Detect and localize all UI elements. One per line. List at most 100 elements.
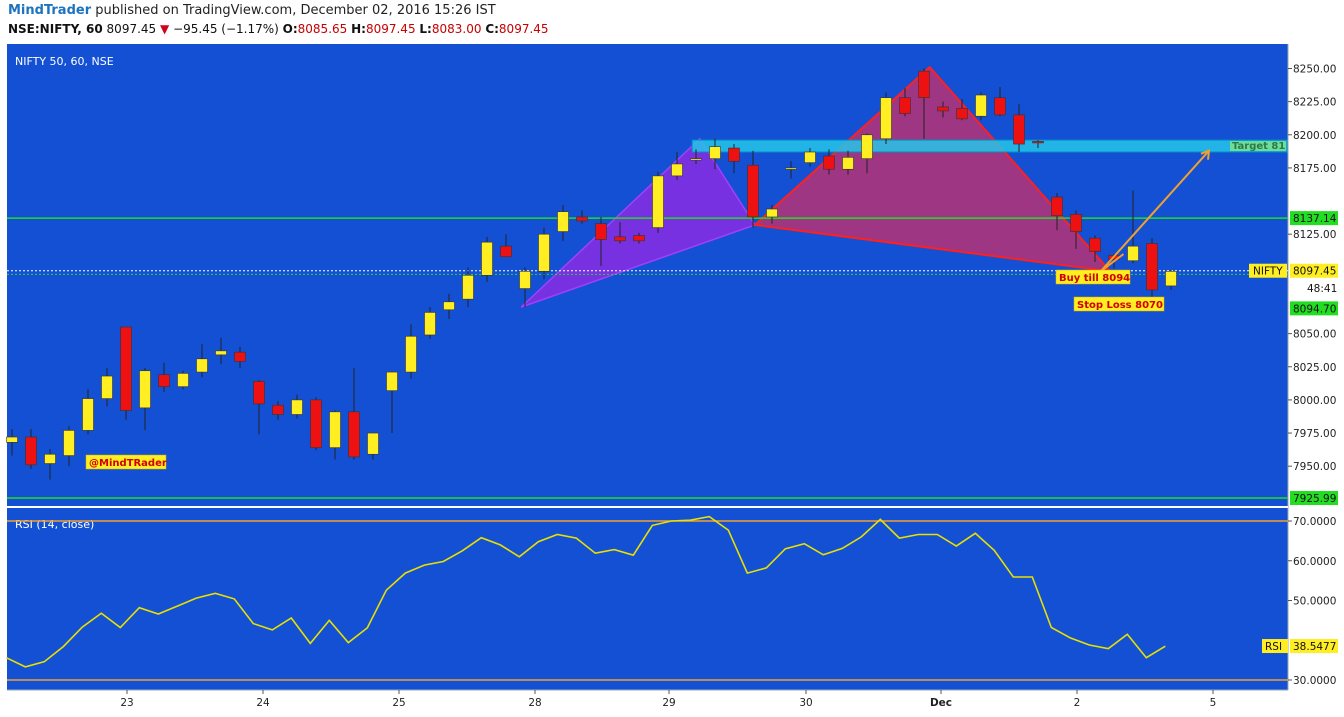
time-tick-label: 5 (1210, 697, 1217, 709)
last-price: 8097.45 (106, 22, 157, 36)
level-label-lower-bg (1290, 491, 1338, 506)
stop-loss-annotation-bg (1073, 296, 1165, 312)
candle-body (519, 271, 531, 289)
candle-body (766, 208, 778, 218)
candle-body (633, 235, 645, 242)
target-arrow-head (1200, 149, 1211, 160)
stop-loss-annotation: Stop Loss 8070 (1077, 300, 1163, 311)
candle-up (1127, 190, 1139, 264)
level-label-lower: 7925.99 (1293, 493, 1336, 505)
candle-body (348, 411, 360, 458)
candle-down (614, 222, 626, 244)
low-label: L: (419, 22, 432, 36)
candle-body (538, 233, 550, 272)
candle-down (899, 88, 911, 117)
candle-body (823, 155, 835, 170)
candle-body (842, 157, 854, 170)
author-link[interactable]: MindTrader (8, 3, 92, 18)
countdown-label-bg (1304, 281, 1344, 295)
candle-down (823, 149, 835, 175)
candle-up (329, 410, 341, 460)
rsi-pane-bg (7, 508, 1288, 690)
candle-up (177, 370, 189, 390)
candle-body (728, 147, 740, 162)
candle-body (101, 375, 113, 399)
candle-down (918, 68, 930, 139)
candle-body (899, 97, 911, 114)
rsi-tag-bg (1262, 639, 1288, 654)
price-tick-label: 8175.00 (1293, 163, 1336, 175)
candle-up (63, 426, 75, 467)
target-arrow (1099, 150, 1210, 272)
candle-down (234, 346, 246, 369)
candle-body (1165, 271, 1177, 287)
close-value: 8097.45 (498, 22, 549, 36)
candle-body (1051, 196, 1063, 216)
rsi-title: RSI (14, close) (15, 518, 94, 531)
candle-down (120, 326, 132, 420)
time-tick-label: 30 (799, 697, 812, 709)
symbol-tag: NIFTY (1253, 266, 1283, 278)
candle-body (500, 245, 512, 258)
buy-annotation: Buy till 8094 (1059, 273, 1130, 284)
candle-body (329, 411, 341, 448)
buy-annotation-bg (1055, 269, 1131, 285)
price-tick-label: 8200.00 (1293, 130, 1336, 142)
candle-down (1146, 238, 1158, 305)
candle-body (1070, 214, 1082, 232)
chart-header: MindTrader published on TradingView.com,… (0, 0, 1344, 44)
time-axis-bg (0, 690, 1344, 717)
candle-down (500, 234, 512, 258)
candle-body (1089, 237, 1101, 252)
rsi-tag: RSI (1265, 641, 1282, 653)
candle-body (120, 326, 132, 411)
candle-body (975, 94, 987, 117)
time-tick-label: 24 (256, 697, 270, 709)
projection-arrows (1099, 149, 1211, 273)
candle-up (804, 148, 816, 167)
time-tick-label: 29 (662, 697, 675, 709)
candle-body (785, 167, 797, 170)
candle-down (937, 101, 949, 118)
open-label: O: (282, 22, 298, 36)
price-tick-label: 8050.00 (1293, 329, 1336, 341)
rsi-tick-label: 50.0000 (1293, 596, 1336, 608)
candle-body (386, 371, 398, 391)
candle-body (63, 430, 75, 456)
candle-up (44, 448, 56, 480)
candle-up (842, 150, 854, 175)
candle-up (481, 236, 493, 282)
pattern-xab-triangle (520, 137, 757, 308)
level-label-upper-bg (1290, 211, 1338, 226)
candle-body (690, 158, 702, 161)
candle-up (386, 371, 398, 434)
candle-down (956, 98, 968, 121)
buy-level-label: 8094.70 (1293, 303, 1336, 315)
candle-down (1089, 235, 1101, 263)
open-value: 8085.65 (297, 22, 348, 36)
candle-up (519, 267, 531, 308)
candle-body (1127, 245, 1139, 262)
rsi-line (5, 515, 1166, 668)
price-tick-label: 8000.00 (1293, 395, 1336, 407)
short-arrow (1100, 253, 1125, 273)
candle-body (82, 398, 94, 431)
level-label-upper: 8137.14 (1293, 213, 1337, 225)
candle-body (215, 350, 227, 356)
harmonic-pattern (520, 65, 1113, 308)
time-tick-label: 28 (528, 697, 541, 709)
candle-up (101, 368, 113, 407)
candle-up (215, 337, 227, 365)
candle-body (595, 223, 607, 240)
candle-body (234, 351, 246, 362)
time-tick-label: 25 (392, 697, 405, 709)
candle-body (576, 216, 588, 222)
candle-body (956, 107, 968, 120)
candle-up (367, 432, 379, 460)
target-zone-label: Target 81 (1232, 141, 1285, 152)
price-tick-label: 7950.00 (1293, 461, 1336, 473)
candle-body (25, 436, 37, 466)
candle-up (82, 389, 94, 435)
target-label-bg (1230, 141, 1286, 152)
